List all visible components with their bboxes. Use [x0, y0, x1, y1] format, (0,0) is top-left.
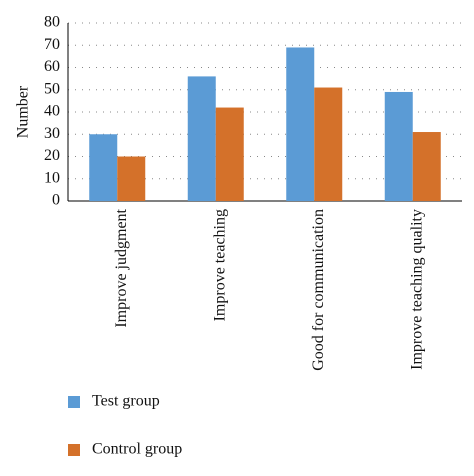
x-tick-label: Improve teaching — [211, 209, 228, 321]
legend-swatch — [68, 396, 80, 408]
bar — [412, 132, 441, 201]
x-tick-label: Improve judgment — [113, 208, 130, 327]
x-tick-label: Improve teaching quality — [408, 209, 425, 370]
y-tick-label: 30 — [44, 125, 60, 142]
y-tick-label: 80 — [44, 14, 60, 31]
bar — [314, 87, 343, 201]
bar — [215, 107, 244, 201]
x-tick-label: Good for communication — [310, 209, 327, 371]
bar — [187, 76, 216, 201]
bar — [384, 91, 413, 201]
bar — [89, 134, 118, 201]
y-axis-label: Number — [15, 85, 32, 138]
y-tick-label: 20 — [44, 147, 60, 164]
y-tick-label: 50 — [44, 80, 60, 97]
y-tick-label: 40 — [44, 103, 60, 120]
legend-label: Control group — [92, 441, 182, 458]
legend-label: Test group — [92, 393, 160, 410]
bar — [286, 47, 315, 201]
y-tick-label: 0 — [52, 192, 60, 209]
bar — [117, 156, 146, 201]
y-tick-label: 70 — [44, 36, 60, 53]
y-tick-label: 10 — [44, 169, 60, 186]
y-tick-label: 60 — [44, 58, 60, 75]
legend-swatch — [68, 444, 80, 456]
